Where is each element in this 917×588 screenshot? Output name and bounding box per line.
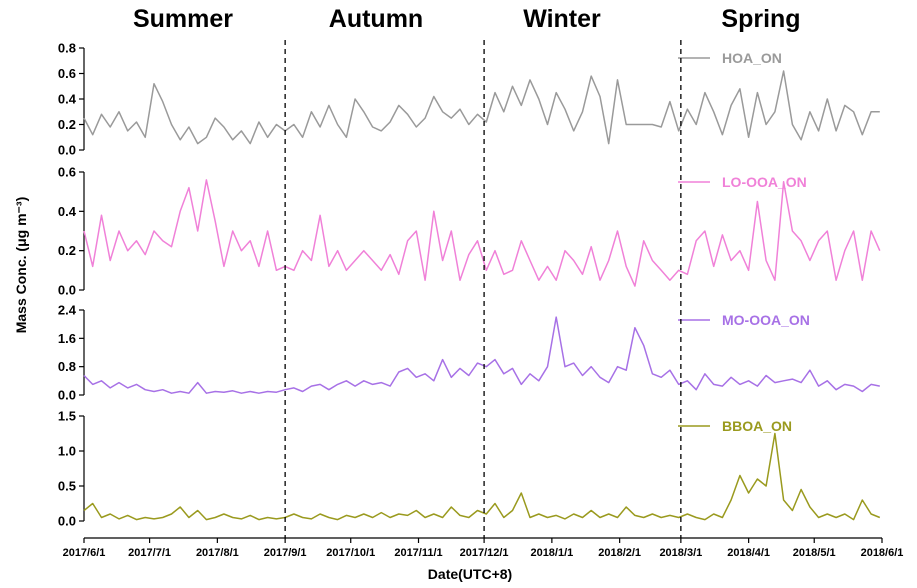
y-tick-label: 0.6 — [58, 165, 76, 180]
season-winter-label: Winter — [523, 5, 601, 33]
series-line-mo-ooa-on — [83, 316, 880, 394]
x-tick-label: 2018/3/1 — [659, 547, 702, 559]
y-tick-label: 0.0 — [58, 514, 76, 529]
x-tick-label: 2017/11/1 — [394, 547, 442, 559]
y-tick-label: 2.4 — [58, 303, 77, 318]
season-dividers — [284, 40, 682, 538]
y-axis-title: Mass Conc. (μg m⁻³) — [13, 197, 29, 334]
series-name-label: HOA_ON — [722, 50, 782, 66]
season-spring-label: Spring — [721, 5, 800, 33]
y-tick-label: 1.6 — [58, 331, 76, 346]
y-tick-label: 0.4 — [58, 92, 77, 107]
series-panel-2: 0.0 0.8 1.6 2.4 MO-OOA_ON — [58, 303, 880, 403]
y-tick-label: 0.6 — [58, 66, 76, 81]
y-tick-label: 0.0 — [58, 388, 76, 403]
y-tick-label: 1.5 — [58, 409, 76, 424]
series-line-bboa-on — [83, 432, 881, 521]
panels: 0.0 0.2 0.4 0.6 0.8 HOA_ON 0.0 0.2 0.4 0.6 LO-OOA_… — [58, 41, 881, 529]
y-tick-label: 0.2 — [58, 243, 76, 258]
series-panel-0: 0.0 0.2 0.4 0.6 0.8 HOA_ON — [58, 41, 880, 158]
y-tick-label: 0.0 — [58, 283, 76, 298]
y-tick-label: 0.5 — [58, 479, 76, 494]
series-name-label: BBOA_ON — [722, 418, 792, 434]
y-tick-label: 0.8 — [58, 359, 76, 374]
series-line-lo-ooa-on — [83, 179, 881, 287]
series-line-hoa-on — [83, 70, 880, 145]
x-tick-label: 2017/9/1 — [264, 547, 307, 559]
series-name-label: MO-OOA_ON — [722, 312, 810, 328]
season-labels: Summer Autumn Winter Spring — [133, 5, 801, 33]
x-tick-label: 2018/6/1 — [861, 547, 904, 559]
y-tick-label: 0.2 — [58, 117, 76, 132]
x-tick-label: 2017/10/1 — [326, 547, 375, 559]
x-tick-label: 2018/1/1 — [530, 547, 573, 559]
series-name-label: LO-OOA_ON — [722, 174, 807, 190]
x-axis: 2017/6/1 2017/7/1 2017/8/1 2017/9/1 2017/10/… — [63, 537, 904, 559]
y-tick-label: 1.0 — [58, 444, 76, 459]
x-tick-label: 2017/7/1 — [128, 547, 171, 559]
x-tick-label: 2017/8/1 — [196, 547, 239, 559]
season-summer-label: Summer — [133, 5, 233, 33]
x-axis-title: Date(UTC+8) — [428, 566, 512, 582]
series-panel-1: 0.0 0.2 0.4 0.6 LO-OOA_ON — [58, 165, 881, 298]
x-tick-label: 2018/2/1 — [598, 547, 641, 559]
x-tick-label: 2017/6/1 — [63, 547, 106, 559]
series-panel-3: 0.0 0.5 1.0 1.5 BBOA_ON — [58, 409, 881, 529]
x-tick-label: 2017/12/1 — [460, 547, 509, 559]
x-tick-label: 2018/4/1 — [727, 547, 770, 559]
y-tick-label: 0.0 — [58, 143, 76, 158]
season-autumn-label: Autumn — [329, 5, 423, 33]
y-tick-label: 0.8 — [58, 41, 76, 56]
y-tick-label: 0.4 — [58, 204, 77, 219]
x-tick-label: 2018/5/1 — [793, 547, 836, 559]
